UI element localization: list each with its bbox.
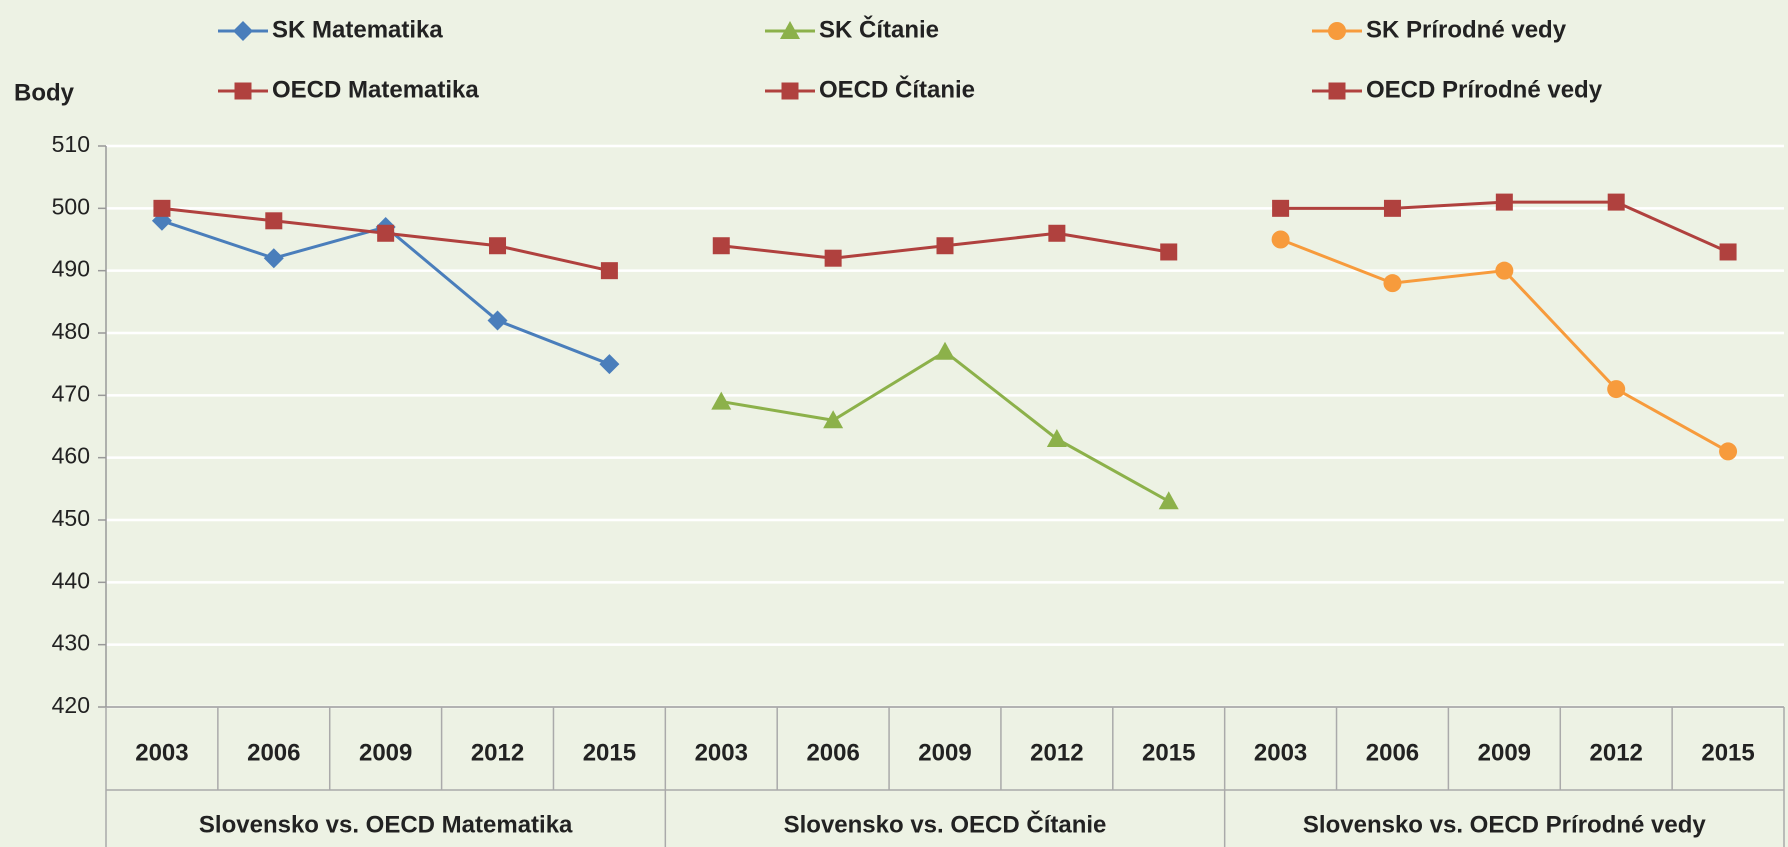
- x-tick-label: 2012: [471, 739, 524, 766]
- marker: [935, 341, 955, 360]
- marker: [1495, 261, 1514, 280]
- marker: [1607, 193, 1625, 211]
- y-tick-label: 480: [52, 318, 90, 344]
- marker: [1046, 428, 1067, 447]
- marker: [711, 391, 732, 410]
- marker: [1383, 199, 1401, 217]
- marker: [600, 262, 618, 280]
- y-tick-label: 420: [52, 692, 90, 718]
- y-tick-label: 510: [52, 131, 90, 157]
- x-tick-label: 2003: [1254, 739, 1307, 766]
- marker: [233, 21, 253, 41]
- marker: [712, 237, 730, 255]
- series-line: [721, 349, 1170, 503]
- legend-label: OECD Čítanie: [819, 75, 975, 103]
- group-label: Slovensko vs. OECD Prírodné vedy: [1303, 811, 1706, 838]
- marker: [1271, 230, 1290, 249]
- x-tick-label: 2006: [247, 739, 300, 766]
- marker: [1328, 22, 1346, 40]
- marker: [153, 199, 171, 217]
- x-tick-label: 2003: [695, 739, 748, 766]
- legend-label: SK Prírodné vedy: [1366, 16, 1567, 43]
- marker: [1719, 442, 1738, 461]
- marker: [265, 212, 283, 230]
- x-tick-label: 2009: [359, 739, 412, 766]
- x-tick-label: 2015: [1701, 739, 1754, 766]
- marker: [1272, 199, 1290, 217]
- marker: [1048, 224, 1066, 242]
- y-tick-label: 440: [52, 567, 90, 593]
- marker: [263, 248, 284, 269]
- y-tick-label: 490: [52, 256, 90, 282]
- x-tick-label: 2003: [135, 739, 188, 766]
- x-tick-label: 2009: [1478, 739, 1531, 766]
- y-tick-label: 500: [52, 193, 90, 219]
- marker: [936, 237, 954, 255]
- x-tick-label: 2012: [1590, 739, 1643, 766]
- marker: [824, 249, 842, 267]
- marker: [234, 82, 252, 100]
- marker: [1328, 82, 1346, 100]
- y-tick-label: 460: [52, 443, 90, 469]
- group-label: Slovensko vs. OECD Čítanie: [784, 810, 1107, 838]
- y-tick-label: 470: [52, 380, 90, 406]
- group-label: Slovensko vs. OECD Matematika: [199, 811, 573, 838]
- marker: [781, 82, 799, 100]
- marker: [780, 21, 800, 39]
- marker: [1383, 274, 1402, 293]
- marker: [1495, 193, 1513, 211]
- marker: [487, 310, 508, 331]
- marker: [1719, 243, 1737, 261]
- x-tick-label: 2015: [1142, 739, 1195, 766]
- marker: [1158, 491, 1179, 510]
- marker: [1160, 243, 1178, 261]
- x-tick-label: 2012: [1030, 739, 1083, 766]
- y-tick-label: 430: [52, 630, 90, 656]
- x-tick-label: 2006: [806, 739, 859, 766]
- legend-label: SK Matematika: [272, 16, 443, 43]
- legend-label: SK Čítanie: [819, 15, 939, 43]
- marker: [823, 410, 844, 429]
- series-line: [161, 219, 610, 366]
- x-tick-label: 2006: [1366, 739, 1419, 766]
- legend-label: OECD Matematika: [272, 76, 479, 103]
- x-tick-label: 2009: [918, 739, 971, 766]
- marker: [377, 224, 395, 242]
- marker: [599, 354, 620, 375]
- x-tick-label: 2015: [583, 739, 636, 766]
- y-tick-label: 450: [52, 505, 90, 531]
- marker: [1607, 380, 1626, 399]
- y-axis-label: Body: [14, 79, 75, 106]
- marker: [489, 237, 507, 255]
- legend-label: OECD Prírodné vedy: [1366, 76, 1603, 103]
